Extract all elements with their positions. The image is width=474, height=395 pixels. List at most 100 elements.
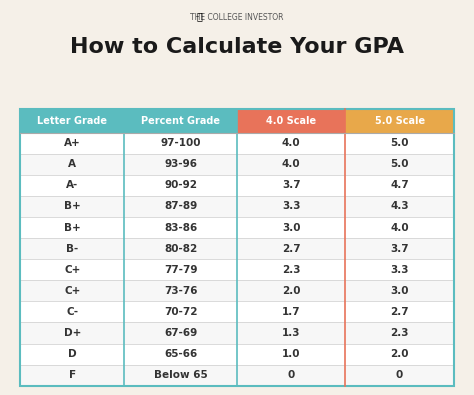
- Text: 2.7: 2.7: [282, 244, 301, 254]
- Text: 2.0: 2.0: [390, 349, 409, 359]
- FancyBboxPatch shape: [124, 175, 237, 196]
- Text: 1.0: 1.0: [282, 349, 301, 359]
- Text: 3.0: 3.0: [390, 286, 409, 296]
- Text: 3.3: 3.3: [390, 265, 409, 275]
- FancyBboxPatch shape: [20, 280, 124, 301]
- FancyBboxPatch shape: [20, 196, 124, 217]
- FancyBboxPatch shape: [124, 259, 237, 280]
- FancyBboxPatch shape: [124, 301, 237, 322]
- Text: 0: 0: [396, 370, 403, 380]
- Text: 2.0: 2.0: [282, 286, 301, 296]
- FancyBboxPatch shape: [346, 109, 454, 133]
- FancyBboxPatch shape: [124, 365, 237, 386]
- FancyBboxPatch shape: [20, 133, 124, 154]
- Text: 80-82: 80-82: [164, 244, 197, 254]
- FancyBboxPatch shape: [20, 322, 124, 344]
- FancyBboxPatch shape: [346, 196, 454, 217]
- Text: 77-79: 77-79: [164, 265, 197, 275]
- Text: 73-76: 73-76: [164, 286, 197, 296]
- Text: 0: 0: [288, 370, 295, 380]
- Text: 4.0: 4.0: [282, 138, 301, 148]
- Text: 2.7: 2.7: [390, 307, 409, 317]
- FancyBboxPatch shape: [237, 109, 346, 133]
- Text: 4.3: 4.3: [390, 201, 409, 211]
- Text: 3.7: 3.7: [390, 244, 409, 254]
- Text: Letter Grade: Letter Grade: [37, 116, 107, 126]
- FancyBboxPatch shape: [124, 217, 237, 238]
- FancyBboxPatch shape: [237, 217, 346, 238]
- FancyBboxPatch shape: [20, 365, 124, 386]
- FancyBboxPatch shape: [237, 259, 346, 280]
- FancyBboxPatch shape: [20, 154, 124, 175]
- Text: A-: A-: [66, 181, 78, 190]
- FancyBboxPatch shape: [20, 238, 124, 259]
- Text: 3.3: 3.3: [282, 201, 301, 211]
- Text: A: A: [68, 159, 76, 169]
- FancyBboxPatch shape: [346, 280, 454, 301]
- Text: 5.0: 5.0: [390, 159, 409, 169]
- FancyBboxPatch shape: [20, 301, 124, 322]
- Text: B+: B+: [64, 222, 81, 233]
- Text: 3.7: 3.7: [282, 181, 301, 190]
- FancyBboxPatch shape: [346, 259, 454, 280]
- FancyBboxPatch shape: [20, 217, 124, 238]
- Text: 4.7: 4.7: [390, 181, 409, 190]
- Text: Percent Grade: Percent Grade: [141, 116, 220, 126]
- Text: 70-72: 70-72: [164, 307, 197, 317]
- Text: 83-86: 83-86: [164, 222, 197, 233]
- Text: 1.3: 1.3: [282, 328, 301, 338]
- Text: 1.7: 1.7: [282, 307, 301, 317]
- Text: 93-96: 93-96: [164, 159, 197, 169]
- FancyBboxPatch shape: [124, 154, 237, 175]
- FancyBboxPatch shape: [237, 365, 346, 386]
- FancyBboxPatch shape: [20, 259, 124, 280]
- FancyBboxPatch shape: [346, 175, 454, 196]
- FancyBboxPatch shape: [237, 154, 346, 175]
- FancyBboxPatch shape: [124, 133, 237, 154]
- Text: 5.0 Scale: 5.0 Scale: [374, 116, 425, 126]
- Text: Below 65: Below 65: [154, 370, 208, 380]
- FancyBboxPatch shape: [346, 238, 454, 259]
- FancyBboxPatch shape: [124, 196, 237, 217]
- Text: 4.0: 4.0: [390, 222, 409, 233]
- Text: 3.0: 3.0: [282, 222, 301, 233]
- Text: 🎓: 🎓: [196, 11, 202, 21]
- FancyBboxPatch shape: [124, 280, 237, 301]
- FancyBboxPatch shape: [124, 238, 237, 259]
- Text: 4.0 Scale: 4.0 Scale: [266, 116, 316, 126]
- FancyBboxPatch shape: [20, 344, 124, 365]
- Text: C+: C+: [64, 286, 81, 296]
- Text: 4.0: 4.0: [282, 159, 301, 169]
- FancyBboxPatch shape: [346, 322, 454, 344]
- Text: 65-66: 65-66: [164, 349, 197, 359]
- FancyBboxPatch shape: [346, 365, 454, 386]
- FancyBboxPatch shape: [20, 109, 124, 133]
- Text: 87-89: 87-89: [164, 201, 197, 211]
- FancyBboxPatch shape: [237, 344, 346, 365]
- Text: D+: D+: [64, 328, 81, 338]
- Text: B+: B+: [64, 201, 81, 211]
- FancyBboxPatch shape: [237, 133, 346, 154]
- FancyBboxPatch shape: [346, 217, 454, 238]
- Text: 2.3: 2.3: [390, 328, 409, 338]
- Text: B-: B-: [66, 244, 78, 254]
- Text: 2.3: 2.3: [282, 265, 301, 275]
- FancyBboxPatch shape: [124, 344, 237, 365]
- Text: THE COLLEGE INVESTOR: THE COLLEGE INVESTOR: [190, 13, 284, 22]
- Text: F: F: [69, 370, 76, 380]
- Text: C+: C+: [64, 265, 81, 275]
- FancyBboxPatch shape: [124, 322, 237, 344]
- FancyBboxPatch shape: [346, 344, 454, 365]
- Text: C-: C-: [66, 307, 78, 317]
- FancyBboxPatch shape: [237, 175, 346, 196]
- FancyBboxPatch shape: [124, 109, 237, 133]
- FancyBboxPatch shape: [346, 301, 454, 322]
- FancyBboxPatch shape: [237, 280, 346, 301]
- Text: A+: A+: [64, 138, 81, 148]
- Text: How to Calculate Your GPA: How to Calculate Your GPA: [70, 37, 404, 57]
- FancyBboxPatch shape: [237, 238, 346, 259]
- FancyBboxPatch shape: [237, 322, 346, 344]
- FancyBboxPatch shape: [346, 154, 454, 175]
- Text: 97-100: 97-100: [160, 138, 201, 148]
- FancyBboxPatch shape: [237, 196, 346, 217]
